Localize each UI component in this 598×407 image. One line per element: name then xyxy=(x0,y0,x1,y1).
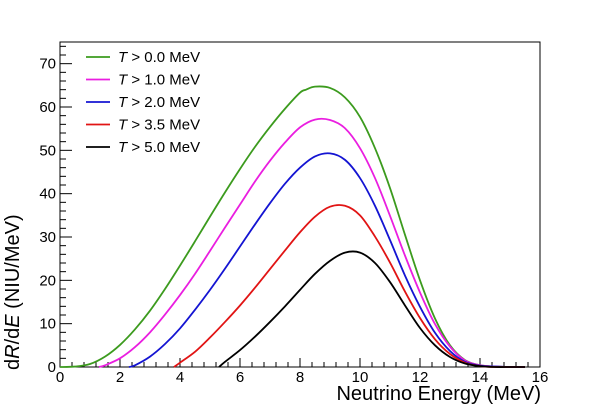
y-tick-label: 10 xyxy=(39,316,56,333)
legend-entry-3: T > 3.5 MeV xyxy=(118,117,200,134)
series-lines xyxy=(59,85,526,368)
legend-entry-2: T > 2.0 MeV xyxy=(118,94,200,111)
x-axis-title: Neutrino Energy (MeV) xyxy=(336,383,541,405)
x-tick-label: 4 xyxy=(176,369,184,386)
y-axis-title-units: (NIU/MeV) xyxy=(2,214,24,314)
y-axis-title-R: R xyxy=(2,344,24,358)
y-tick-label: 20 xyxy=(39,272,56,289)
series-line-1 xyxy=(98,117,526,368)
legend-entry-1: T > 1.0 MeV xyxy=(118,72,200,89)
x-tick-label: 14 xyxy=(472,369,489,386)
series-line-2 xyxy=(128,152,526,368)
x-tick-label: 2 xyxy=(116,369,124,386)
y-tick-label: 50 xyxy=(39,142,56,159)
y-tick-label: 40 xyxy=(39,186,56,203)
y-axis-title-E: E xyxy=(2,314,24,328)
x-tick-label: 16 xyxy=(532,369,549,386)
y-axis-title-slash-d: /d xyxy=(2,328,24,345)
legend: T > 0.0 MeV T > 1.0 MeV T > 2.0 MeV T > 3.5… xyxy=(86,49,200,156)
x-tick-label: 10 xyxy=(352,369,369,386)
y-tick-label: 30 xyxy=(39,229,56,246)
plot-border xyxy=(59,41,541,368)
x-tick-label: 0 xyxy=(56,369,64,386)
y-axis-title: dR/dE (NIU/MeV) xyxy=(2,214,24,370)
legend-entry-0: T > 0.0 MeV xyxy=(118,49,200,66)
legend-entry-4: T > 5.0 MeV xyxy=(118,139,200,156)
series-line-4 xyxy=(218,250,525,368)
plot-frame xyxy=(59,41,541,368)
y-axis-title-d: d xyxy=(2,359,24,370)
series-line-3 xyxy=(173,204,525,368)
x-tick-label: 8 xyxy=(296,369,304,386)
x-axis-ticks: 0 2 4 6 8 10 12 14 16 xyxy=(56,358,549,386)
y-tick-label: 0 xyxy=(48,359,56,376)
y-tick-label: 60 xyxy=(39,99,56,116)
x-tick-label: 12 xyxy=(412,369,429,386)
y-tick-label: 70 xyxy=(39,56,56,73)
y-axis-ticks: 0 10 20 30 40 50 60 70 xyxy=(39,45,72,376)
x-tick-label: 6 xyxy=(236,369,244,386)
series-line-0 xyxy=(59,85,526,368)
